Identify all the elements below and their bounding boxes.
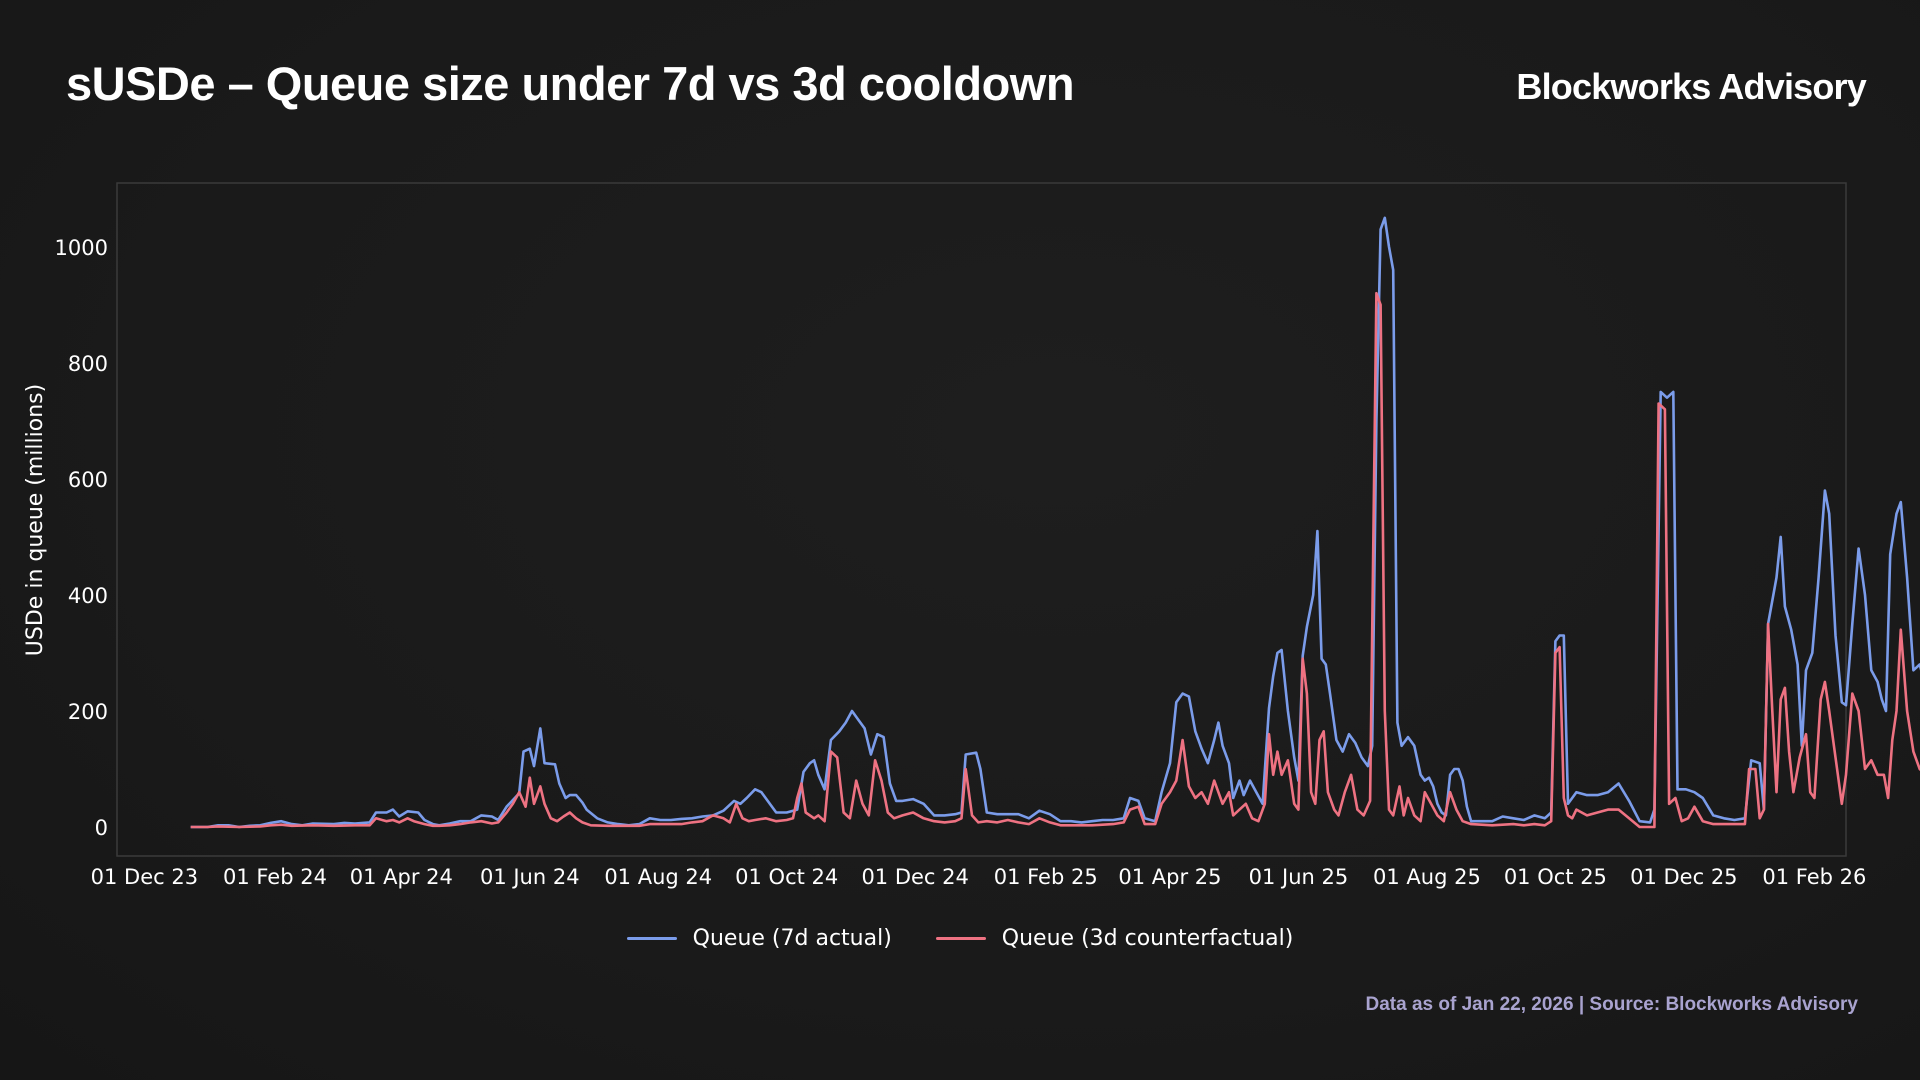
y-tick-label: 200 bbox=[68, 700, 108, 724]
legend-item-7d: Queue (7d actual) bbox=[626, 926, 892, 951]
y-tick-label: 400 bbox=[68, 584, 108, 608]
legend-swatch-7d bbox=[626, 937, 677, 940]
chart-legend: Queue (7d actual) Queue (3d counterfactu… bbox=[0, 926, 1920, 951]
y-tick-label: 0 bbox=[95, 816, 108, 840]
x-axis-ticks: 01 Dec 23 01 Feb 24 01 Apr 24 01 Jun 24 01 A… bbox=[91, 865, 1867, 889]
brand-logo-text: Blockworks Advisory bbox=[1516, 66, 1866, 107]
x-tick-label: 01 Dec 23 bbox=[91, 865, 198, 889]
legend-swatch-3d bbox=[935, 937, 986, 940]
series-line-3d-counterfactual bbox=[190, 291, 1920, 829]
y-axis-label: USDe in queue (millions) bbox=[23, 384, 48, 656]
source-note: Data as of Jan 22, 2026 | Source: Blockw… bbox=[1365, 994, 1859, 1015]
x-tick-label: 01 Aug 24 bbox=[604, 865, 712, 889]
x-tick-label: 01 Feb 24 bbox=[223, 865, 327, 889]
y-tick-label: 800 bbox=[68, 352, 108, 376]
x-tick-label: 01 Aug 25 bbox=[1373, 865, 1481, 889]
x-tick-label: 01 Apr 25 bbox=[1118, 865, 1221, 889]
x-tick-label: 01 Jun 24 bbox=[480, 865, 580, 889]
y-tick-label: 1000 bbox=[55, 236, 108, 260]
x-tick-label: 01 Oct 24 bbox=[735, 865, 838, 889]
legend-item-3d: Queue (3d counterfactual) bbox=[935, 926, 1294, 951]
x-tick-label: 01 Feb 25 bbox=[994, 865, 1098, 889]
y-axis-ticks: 0 200 400 600 800 1000 bbox=[55, 236, 108, 840]
chart-title: sUSDe – Queue size under 7d vs 3d cooldo… bbox=[66, 57, 1075, 110]
x-tick-label: 01 Dec 24 bbox=[861, 865, 968, 889]
x-tick-label: 01 Apr 24 bbox=[350, 865, 453, 889]
x-tick-label: 01 Oct 25 bbox=[1504, 865, 1607, 889]
plot-frame bbox=[116, 182, 1847, 857]
x-tick-label: 01 Feb 26 bbox=[1762, 865, 1866, 889]
x-tick-label: 01 Dec 25 bbox=[1630, 865, 1737, 889]
y-tick-label: 600 bbox=[68, 468, 108, 492]
legend-label-7d: Queue (7d actual) bbox=[692, 926, 892, 951]
series-line-7d-actual bbox=[190, 216, 1920, 829]
legend-label-3d: Queue (3d counterfactual) bbox=[1001, 926, 1294, 951]
x-tick-label: 01 Jun 25 bbox=[1249, 865, 1349, 889]
